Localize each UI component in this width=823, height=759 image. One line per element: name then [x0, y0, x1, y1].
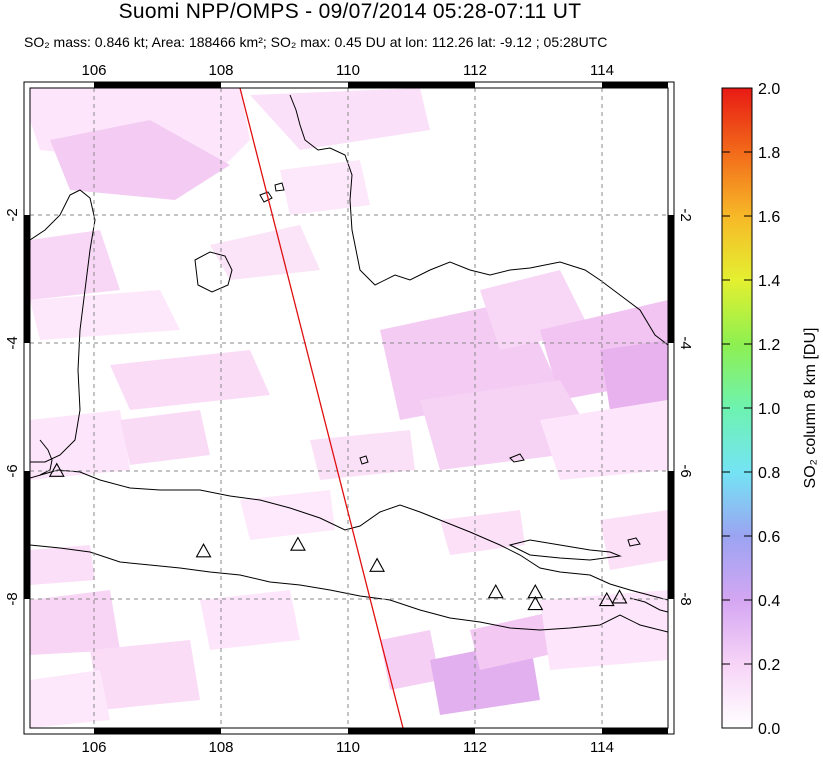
lat-tick-label: -4	[677, 336, 694, 349]
lon-tick-label: 108	[208, 739, 233, 756]
map-subtitle: SO₂ mass: 0.846 kt; Area: 188466 km²; SO…	[24, 34, 608, 50]
colorbar-tick-label: 1.2	[758, 337, 780, 354]
lat-tick-label: -4	[4, 336, 21, 349]
triangle-icon	[195, 543, 212, 558]
colorbar-tick-label: 1.8	[758, 145, 780, 162]
orbit-track	[239, 87, 404, 729]
lat-tick-label: -6	[4, 464, 21, 477]
lat-tick-label: -8	[677, 592, 694, 605]
lon-tick-label: 114	[590, 62, 614, 79]
triangle-icon	[598, 591, 615, 607]
coastlines	[30, 94, 668, 633]
colorbar-tick-label: 1.6	[758, 209, 780, 226]
colorbar-tick-label: 0.4	[758, 593, 780, 610]
grid-lines	[30, 88, 668, 728]
lon-tick-labels-bottom: 106 108 110 112 114	[81, 739, 613, 756]
lat-tick-labels-right: -2 -4 -6 -8	[677, 208, 694, 605]
lat-tick-label: -2	[4, 208, 21, 221]
map-title: Suomi NPP/OMPS - 09/07/2014 05:28-07:11 …	[118, 0, 582, 23]
lat-tick-label: -2	[677, 208, 694, 221]
colorbar-tick-label: 0.2	[758, 657, 780, 674]
colorbar-tick-label: 0.6	[758, 529, 780, 546]
so2-pixels	[30, 88, 668, 728]
lon-tick-label: 110	[336, 739, 360, 756]
lat-tick-label: -6	[677, 464, 694, 477]
colorbar-tick-label: 1.4	[758, 273, 780, 290]
lon-tick-labels-top: 106 108 110 112 114	[81, 62, 613, 79]
lon-tick-label: 106	[81, 739, 106, 756]
colorbar-ticks	[722, 87, 752, 665]
volcano-markers	[48, 462, 628, 611]
triangle-icon	[369, 557, 386, 572]
triangle-icon	[290, 536, 306, 551]
triangle-icon	[611, 589, 628, 604]
colorbar-tick-label: 0.0	[758, 721, 780, 738]
frame-ticks	[24, 82, 674, 734]
lon-tick-label: 106	[81, 62, 106, 79]
lat-tick-labels-left: -2 -4 -6 -8	[4, 208, 21, 605]
colorbar-tick-label: 1.0	[758, 401, 780, 418]
lon-tick-label: 114	[590, 739, 614, 756]
lon-tick-label: 112	[463, 739, 487, 756]
colorbar-tick-label: 0.8	[758, 465, 780, 482]
triangle-icon	[527, 595, 544, 611]
lat-tick-label: -8	[4, 592, 21, 605]
lon-tick-label: 112	[463, 62, 487, 79]
colorbar-tick-label: 2.0	[758, 81, 780, 98]
lon-tick-label: 108	[208, 62, 233, 79]
triangle-icon	[48, 462, 65, 477]
lon-tick-label: 110	[336, 62, 360, 79]
colorbar-label: SO₂ column 8 km [DU]	[802, 328, 819, 489]
colorbar-tick-labels: 2.0 1.8 1.6 1.4 1.2 1.0 0.8 0.6 0.4 0.2 …	[758, 81, 780, 738]
triangle-icon	[487, 583, 504, 599]
